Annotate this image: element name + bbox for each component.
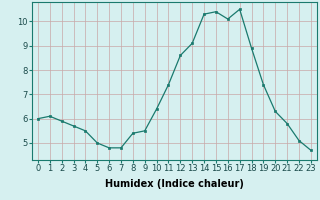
X-axis label: Humidex (Indice chaleur): Humidex (Indice chaleur): [105, 179, 244, 189]
